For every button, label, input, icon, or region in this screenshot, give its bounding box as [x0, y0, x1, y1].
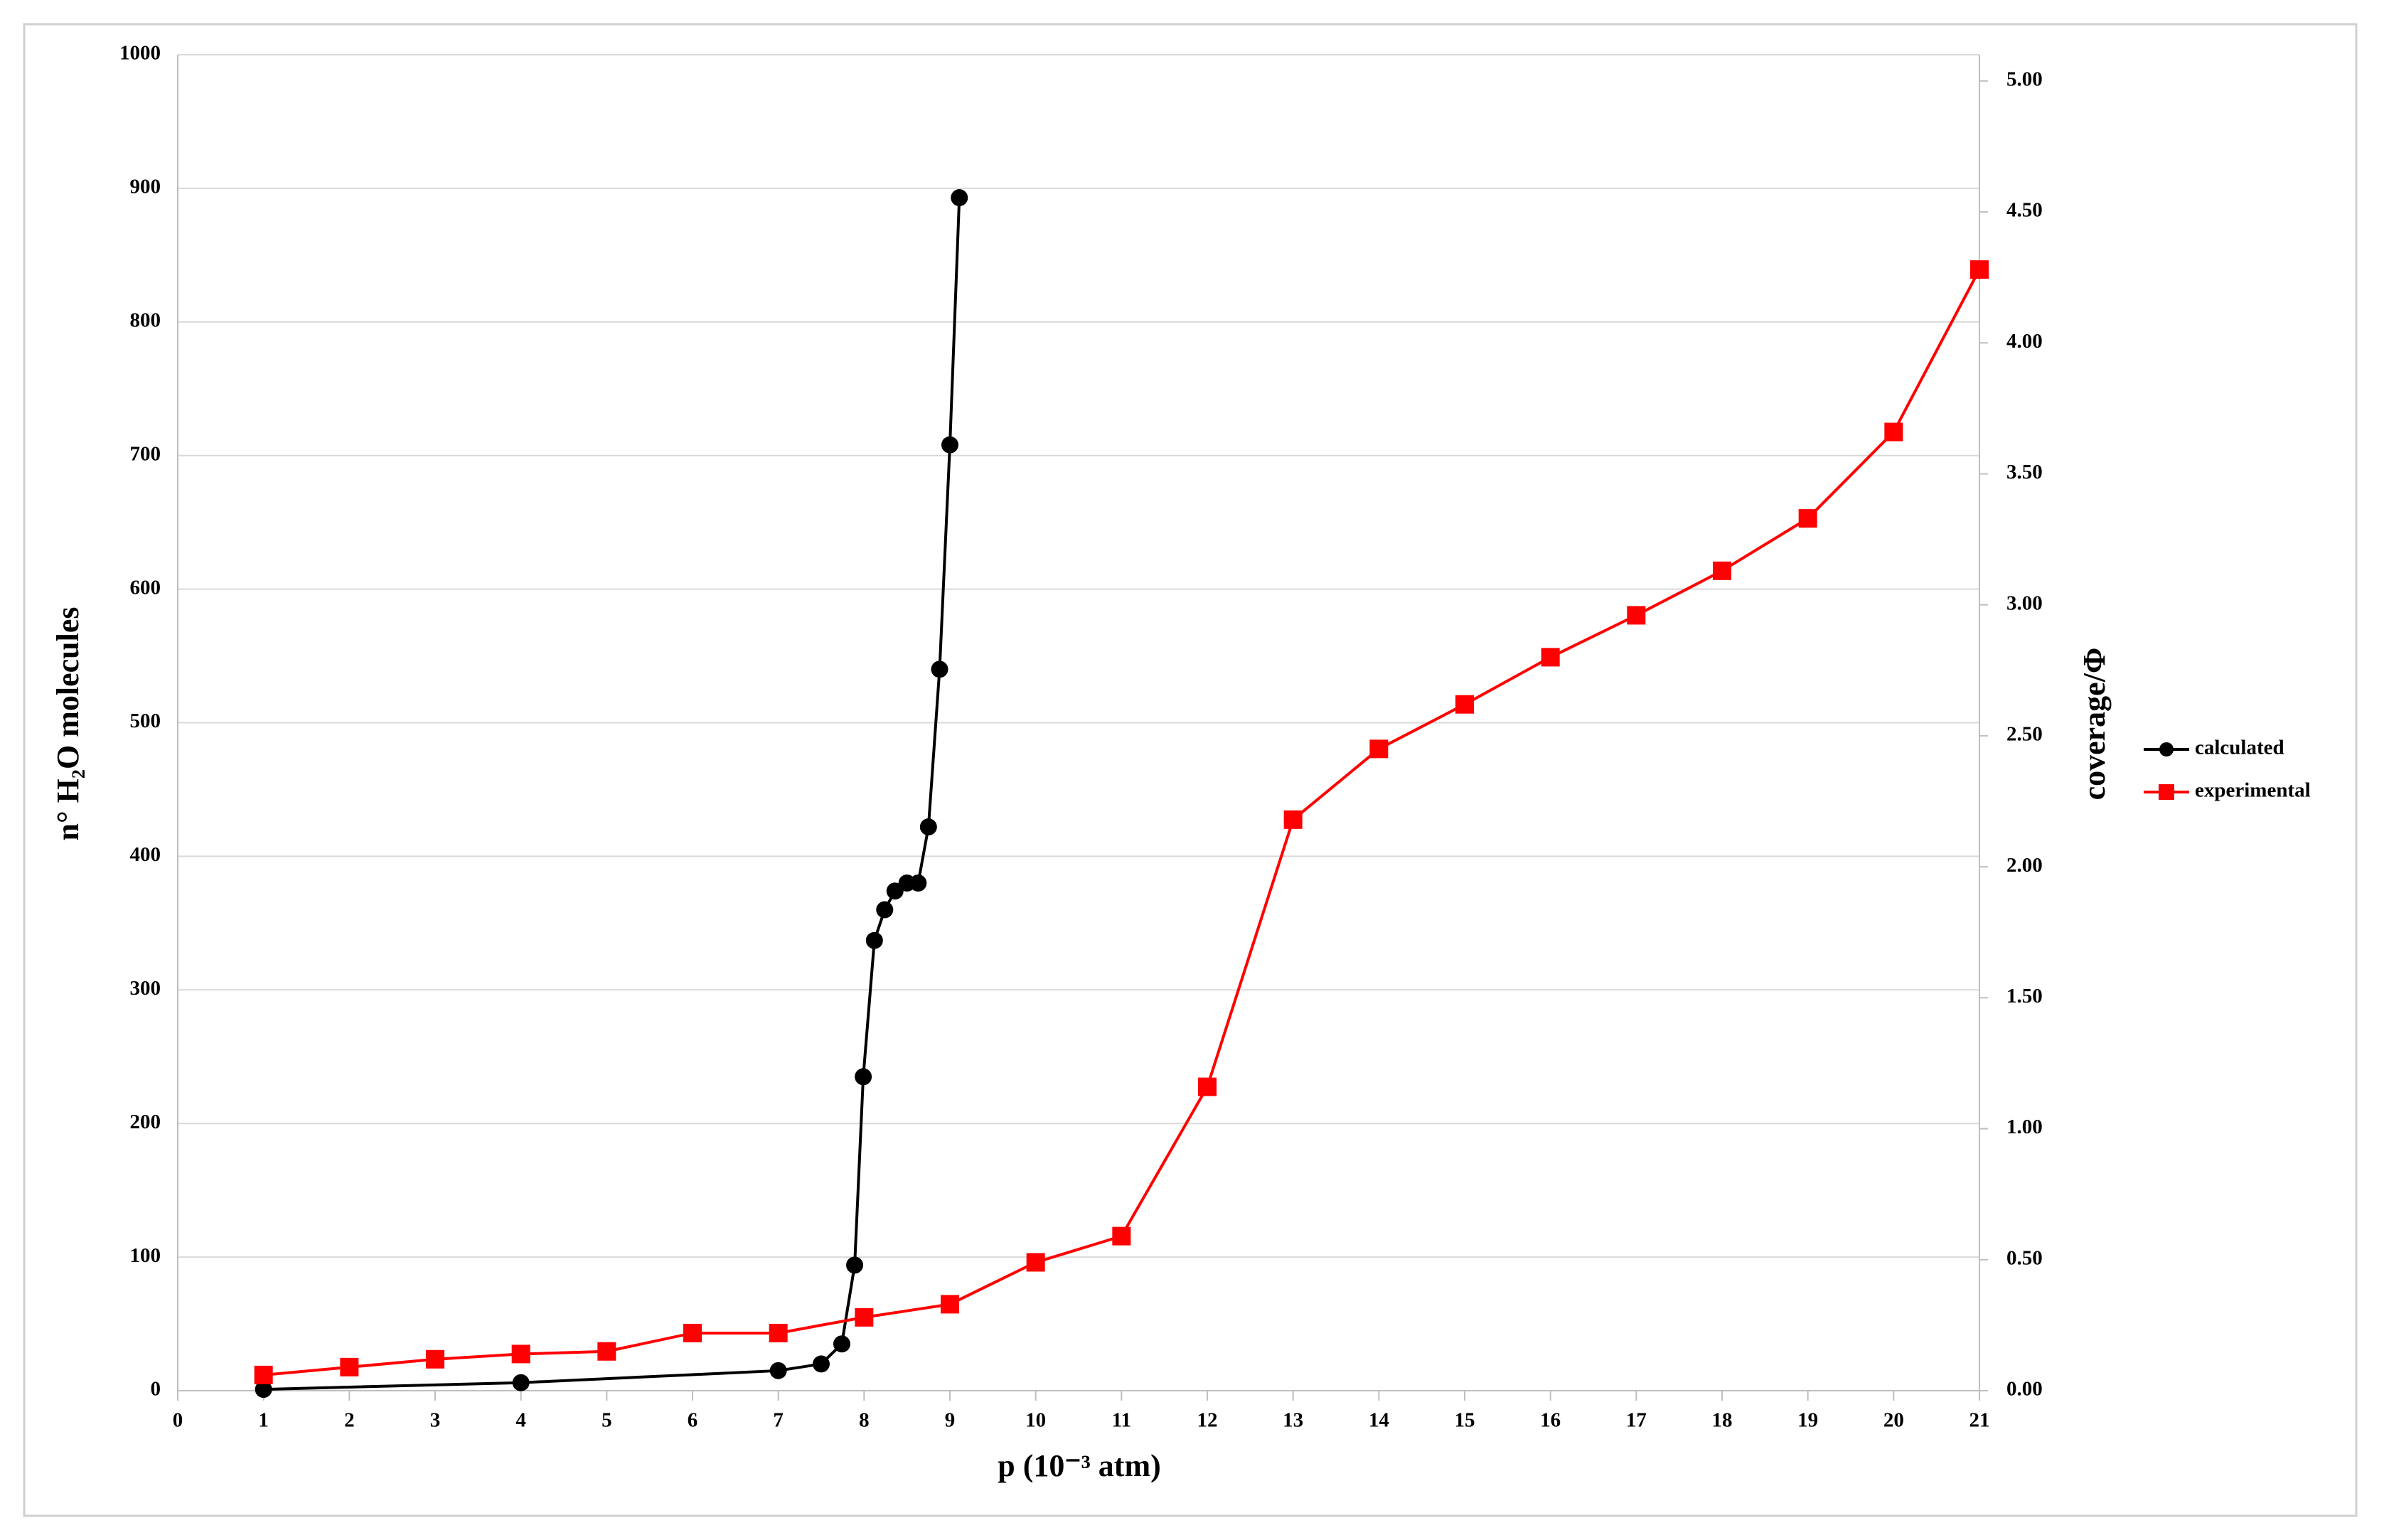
y2-tick-label: 3.00 [2006, 592, 2043, 614]
series-line [263, 197, 961, 1391]
series-line [263, 269, 1981, 1376]
marker [769, 1362, 787, 1379]
y-tick-label: 500 [130, 710, 161, 732]
y2-tick-label: 1.50 [2006, 985, 2043, 1007]
y-tick-label: 600 [130, 576, 161, 599]
marker [909, 874, 927, 892]
marker [769, 1323, 788, 1342]
marker [846, 1256, 864, 1274]
marker [512, 1374, 530, 1391]
marker [511, 1344, 530, 1364]
marker [1455, 695, 1474, 714]
x-tick-label: 1 [258, 1409, 269, 1432]
x-tick-label: 7 [773, 1409, 784, 1432]
x-tick-label: 16 [1540, 1409, 1561, 1432]
marker [1541, 648, 1560, 667]
x-tick-label: 14 [1369, 1409, 1389, 1432]
marker [254, 1365, 273, 1384]
x-tick-label: 5 [602, 1409, 612, 1432]
y2-tick-label: 1.00 [2006, 1116, 2043, 1138]
y-tick-label: 100 [130, 1244, 161, 1267]
marker [813, 1355, 830, 1373]
y2-tick-label: 2.00 [2006, 854, 2043, 877]
x-tick-label: 19 [1797, 1409, 1818, 1432]
y2-tick-label: 4.00 [2006, 330, 2043, 353]
x-tick-label: 8 [859, 1409, 870, 1432]
marker [941, 436, 958, 454]
legend-marker [2159, 784, 2174, 800]
x-tick-label: 13 [1283, 1409, 1303, 1432]
x-tick-label: 9 [945, 1409, 956, 1432]
marker [340, 1357, 359, 1376]
marker [865, 931, 883, 949]
y-tick-label: 800 [130, 309, 161, 331]
marker [951, 189, 968, 207]
marker [683, 1323, 702, 1342]
legend-marker [2159, 742, 2174, 756]
marker [1884, 422, 1903, 442]
y-tick-label: 1000 [119, 42, 161, 65]
marker [597, 1342, 616, 1361]
y-tick-label: 0 [151, 1378, 161, 1401]
marker [1026, 1253, 1045, 1272]
marker [1970, 260, 1989, 279]
x-tick-label: 15 [1455, 1409, 1475, 1432]
x-tick-label: 0 [173, 1409, 183, 1432]
x-tick-label: 17 [1626, 1409, 1647, 1432]
marker [876, 901, 894, 919]
marker [1369, 739, 1389, 759]
marker [1627, 606, 1646, 625]
marker [1798, 509, 1817, 528]
marker [855, 1068, 872, 1086]
marker [931, 661, 948, 678]
y2-tick-label: 4.50 [2006, 199, 2043, 222]
x-tick-label: 11 [1112, 1409, 1131, 1432]
x-tick-label: 4 [515, 1409, 526, 1432]
x-tick-label: 10 [1025, 1409, 1046, 1432]
y2-tick-label: 0.00 [2006, 1378, 2043, 1401]
chart-frame [23, 23, 2358, 1517]
x-tick-label: 21 [1969, 1409, 1990, 1432]
y2-tick-label: 5.00 [2006, 68, 2043, 90]
y-tick-label: 300 [130, 977, 161, 1000]
y-tick-label: 400 [130, 843, 161, 866]
y2-tick-label: 3.50 [2006, 461, 2043, 483]
y2-tick-label: 0.50 [2006, 1246, 2043, 1269]
y-tick-label: 700 [130, 442, 161, 465]
legend-label: calculated [2195, 737, 2284, 759]
x-tick-label: 2 [344, 1409, 355, 1432]
marker [1198, 1077, 1217, 1096]
y2-axis-title: coverage/Φ [2077, 648, 2112, 801]
marker [886, 882, 904, 900]
x-tick-label: 12 [1197, 1409, 1218, 1432]
marker [941, 1295, 959, 1314]
y-tick-label: 900 [130, 176, 161, 198]
x-tick-label: 18 [1712, 1409, 1733, 1432]
marker [1283, 810, 1303, 829]
legend-label: experimental [2195, 779, 2311, 802]
marker [919, 818, 937, 836]
marker [426, 1349, 444, 1369]
x-tick-label: 6 [688, 1409, 698, 1432]
x-tick-label: 3 [430, 1409, 441, 1432]
marker [833, 1335, 850, 1353]
y-tick-label: 200 [130, 1111, 161, 1133]
marker [855, 1308, 874, 1327]
y2-tick-label: 2.50 [2006, 723, 2043, 746]
y-axis-title: n° H₂O molecules [50, 607, 85, 841]
marker [1713, 561, 1731, 580]
x-tick-label: 20 [1883, 1409, 1904, 1432]
x-axis-title: p (10⁻³ atm) [998, 1448, 1161, 1483]
marker [255, 1381, 272, 1399]
marker [1112, 1226, 1131, 1246]
